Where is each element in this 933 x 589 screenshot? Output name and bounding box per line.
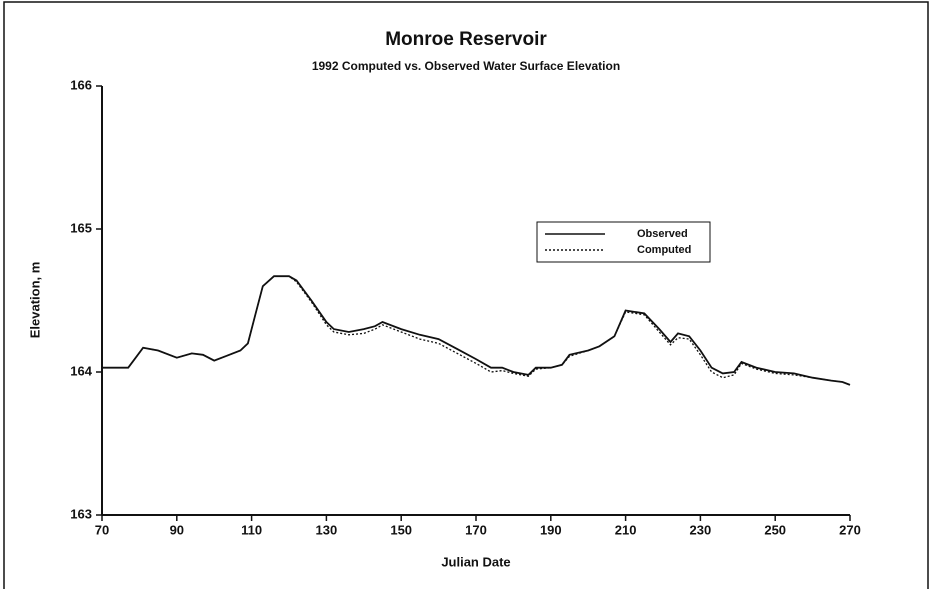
y-tick-label: 166 [70,77,92,92]
x-axis-label: Julian Date [441,554,510,569]
chart-subtitle: 1992 Computed vs. Observed Water Surface… [312,59,620,73]
x-tick-label: 270 [839,522,861,537]
legend-label: Observed [637,228,688,240]
y-tick-label: 163 [70,506,92,521]
x-tick-label: 230 [690,522,712,537]
x-tick-label: 90 [170,522,184,537]
legend-box [536,221,711,263]
x-tick-label: 150 [390,522,412,537]
x-tick-label: 250 [764,522,786,537]
x-tick-label: 170 [465,522,487,537]
x-tick-label: 110 [241,522,262,537]
y-tick-label: 164 [70,363,92,378]
x-tick-label: 130 [316,522,338,537]
x-tick-label: 210 [615,522,637,537]
y-tick-label: 165 [70,220,92,235]
chart-title: Monroe Reservoir [385,29,547,50]
frame [3,1,929,589]
x-tick-label: 190 [540,522,562,537]
x-tick-label: 70 [95,522,109,537]
series-line [102,275,851,386]
legend-label: Computed [637,244,691,256]
y-axis-label: Elevation, m [27,262,42,339]
